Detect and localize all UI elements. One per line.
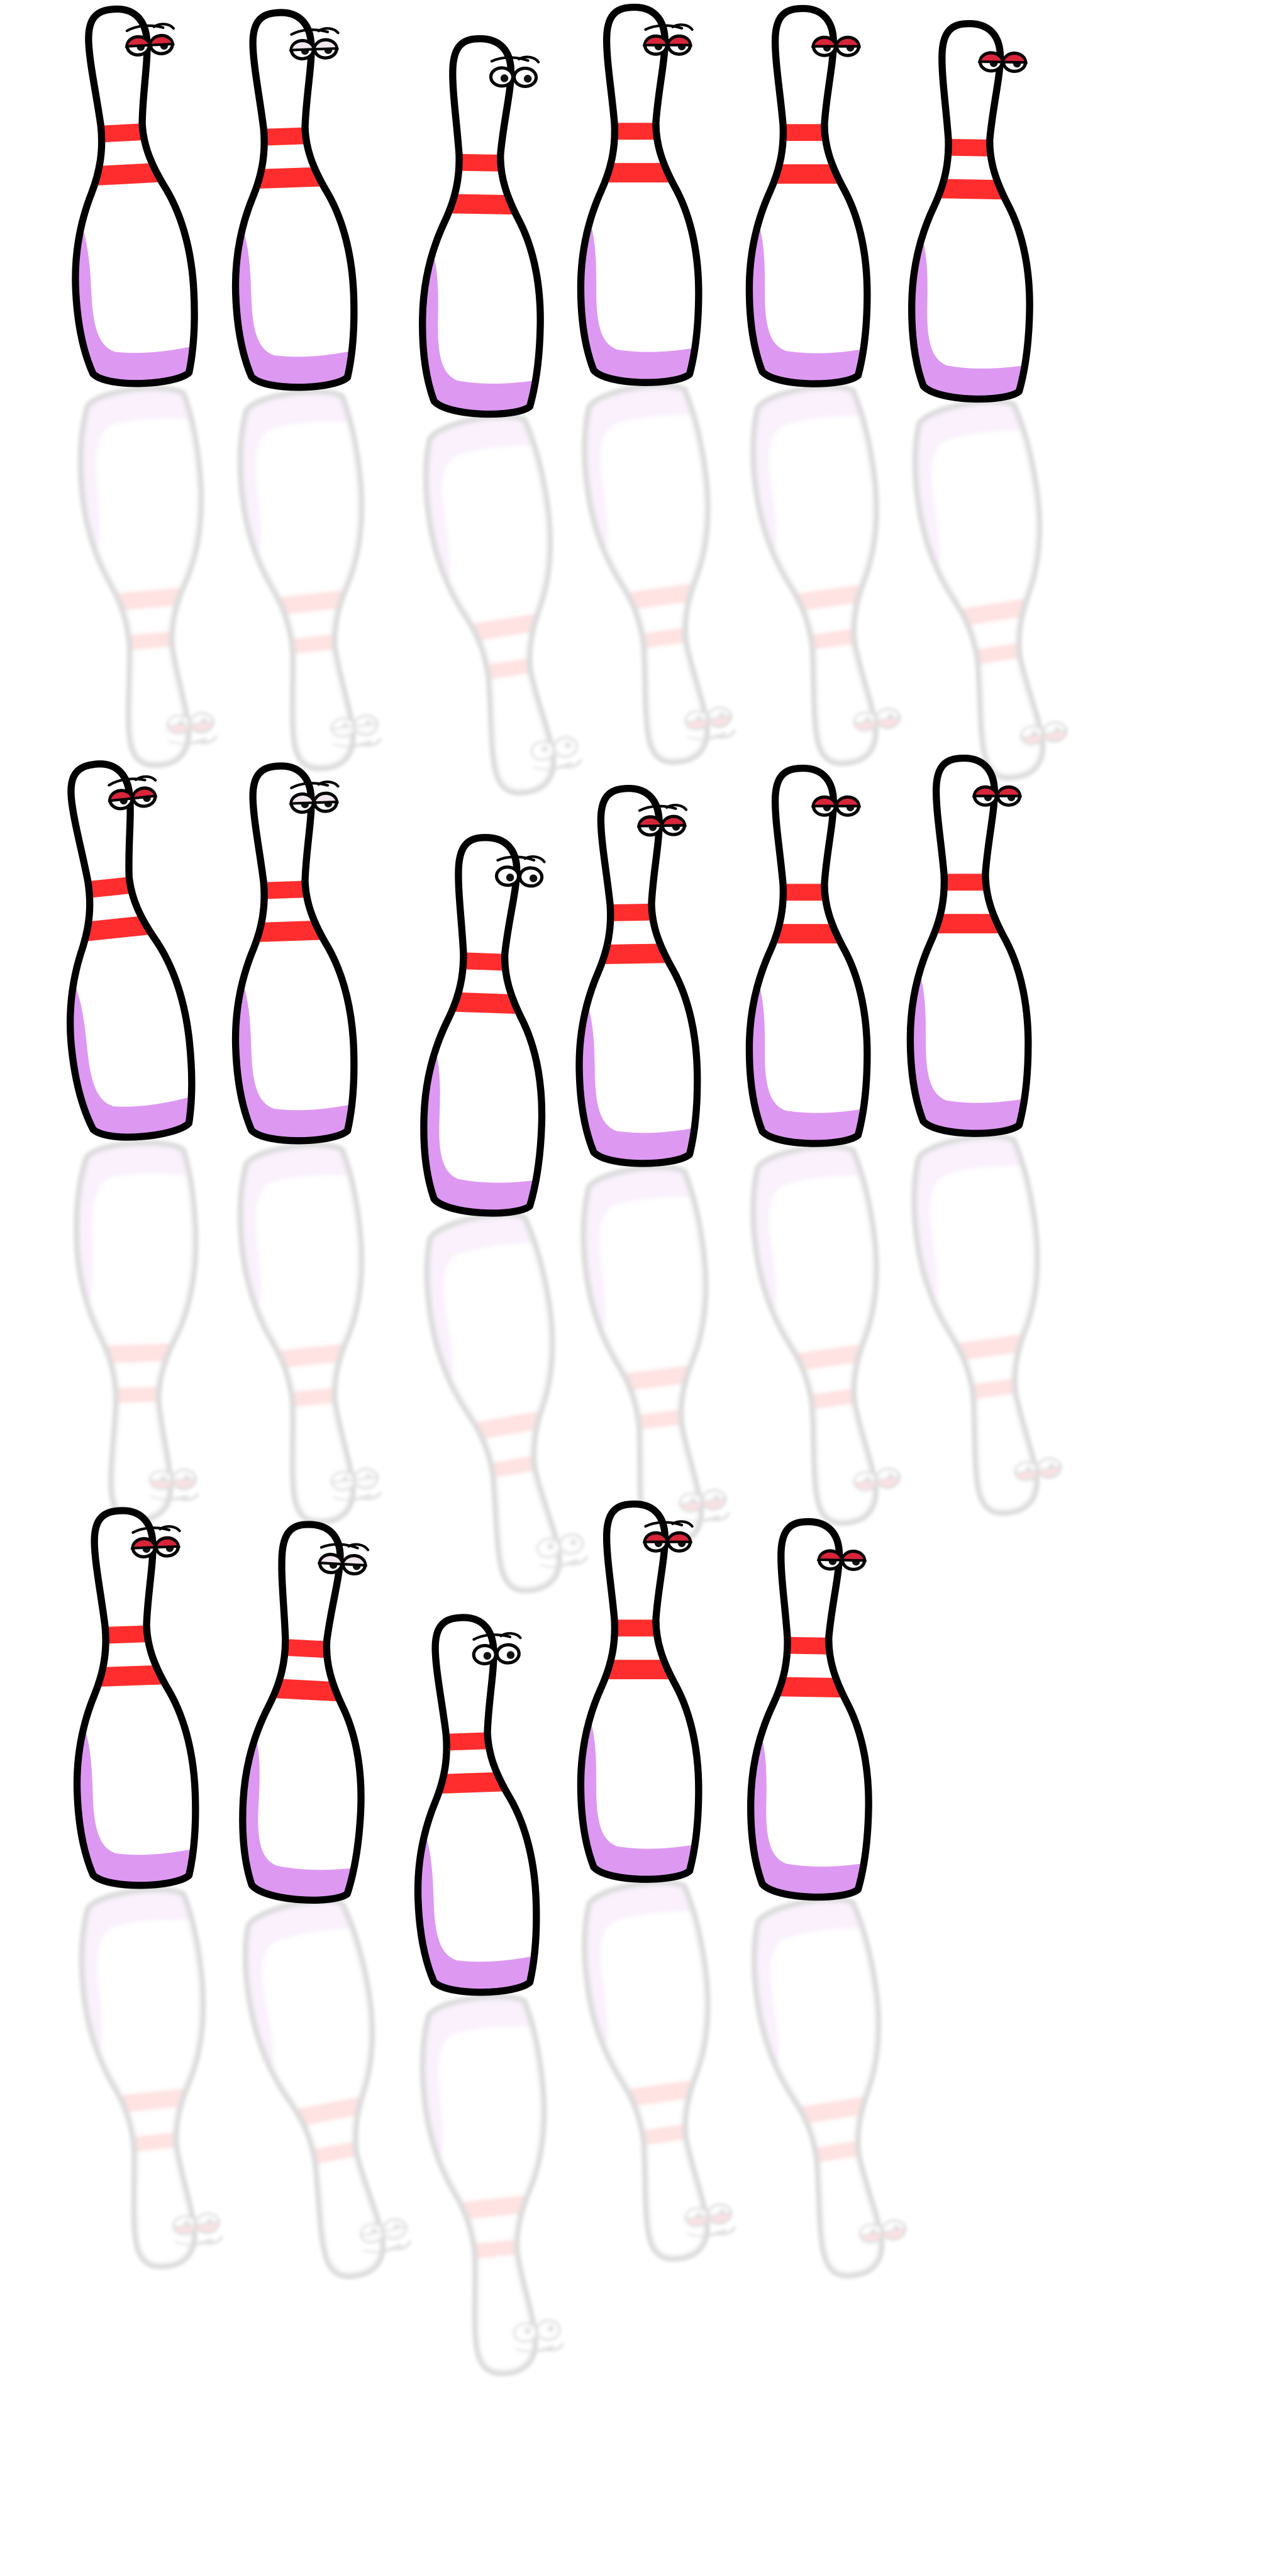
pin-reflection — [35, 1843, 260, 2287]
pin-sprite — [6, 742, 234, 1535]
pin-face — [811, 795, 862, 824]
bowling-pin — [191, 750, 387, 1184]
pin-reflection — [535, 1834, 774, 2282]
pin-face — [636, 804, 688, 844]
pin-face — [852, 1463, 901, 1492]
pin-reflection — [865, 1088, 1104, 1536]
pin-face — [494, 855, 546, 894]
pin-reflection — [704, 1098, 943, 1546]
pin-reflection — [194, 345, 419, 789]
pin-face — [857, 2215, 907, 2245]
pin-face — [317, 1543, 370, 1582]
pin-face — [683, 2199, 736, 2238]
pin-sprite — [192, 1507, 452, 2304]
pin-face — [512, 2314, 564, 2353]
pin-reflection — [38, 1101, 234, 1535]
pin-face — [147, 1462, 199, 1501]
pin-reflection — [376, 1950, 601, 2394]
bowling-pin — [26, 0, 230, 428]
pin-sprite — [865, 745, 1104, 1536]
pin-face — [489, 55, 540, 95]
pin-reflection — [194, 1099, 419, 1543]
pin-face — [535, 1529, 588, 1568]
pin-sprite — [704, 755, 943, 1546]
bowling-pin — [373, 1602, 569, 2035]
pin-face — [972, 785, 1023, 814]
bowling-pin — [874, 9, 1063, 440]
pin-face — [165, 706, 218, 745]
pin-sprite — [191, 750, 419, 1543]
pin-reflection — [703, 1850, 949, 2301]
pin-face — [329, 1462, 382, 1501]
bowling-pin — [191, 0, 387, 430]
bowling-pin — [546, 1491, 727, 1919]
bowling-pin — [714, 755, 896, 1183]
pin-face — [472, 1632, 522, 1672]
pin-sprite — [535, 774, 767, 1566]
pin-sprite — [535, 0, 774, 786]
pin-reflection — [535, 337, 774, 786]
pin-face — [816, 1549, 867, 1578]
pin-face — [130, 1525, 181, 1565]
pin-face — [811, 35, 862, 65]
pin-reflection — [864, 352, 1110, 803]
pin-face — [977, 51, 1028, 80]
pin-face — [125, 23, 175, 64]
pin-face — [1013, 1453, 1062, 1482]
pin-face — [530, 732, 582, 771]
pin-face — [677, 1484, 730, 1523]
pin-face — [329, 709, 382, 748]
pin-sprite — [864, 9, 1110, 802]
pin-face — [108, 775, 158, 817]
bowling-pin — [714, 0, 896, 423]
pin-face — [642, 1520, 694, 1560]
pin-sprite — [26, 0, 254, 785]
bowling-pin — [546, 0, 727, 422]
pin-sprite — [191, 0, 419, 789]
bowling-pin — [875, 745, 1057, 1173]
pin-face — [1018, 717, 1068, 747]
bowling-pin — [385, 25, 574, 455]
pin-face — [358, 2214, 412, 2253]
pin-face — [170, 2207, 223, 2246]
pin-face — [289, 27, 340, 67]
pin-reflection — [36, 343, 254, 784]
bowling-pin — [384, 822, 580, 1255]
pin-sprite — [373, 1602, 601, 2394]
pin-face — [683, 702, 736, 741]
pin-face — [289, 780, 340, 821]
bowling-pin — [713, 1507, 902, 1938]
bowling-pin — [6, 742, 231, 1186]
bowling-pin — [201, 1507, 405, 1944]
pin-sprite — [32, 1495, 260, 2287]
pin-reflection — [704, 338, 943, 787]
pin-reflection — [535, 1119, 767, 1566]
bowling-pin — [539, 774, 728, 1205]
pin-face — [642, 23, 694, 64]
bowling-pin — [32, 1495, 228, 1928]
pin-reflection — [192, 1850, 452, 2304]
pin-sprite — [704, 0, 943, 787]
pin-sprite — [535, 1491, 774, 2282]
pin-face — [852, 703, 901, 733]
pin-sprite — [703, 1507, 949, 2301]
